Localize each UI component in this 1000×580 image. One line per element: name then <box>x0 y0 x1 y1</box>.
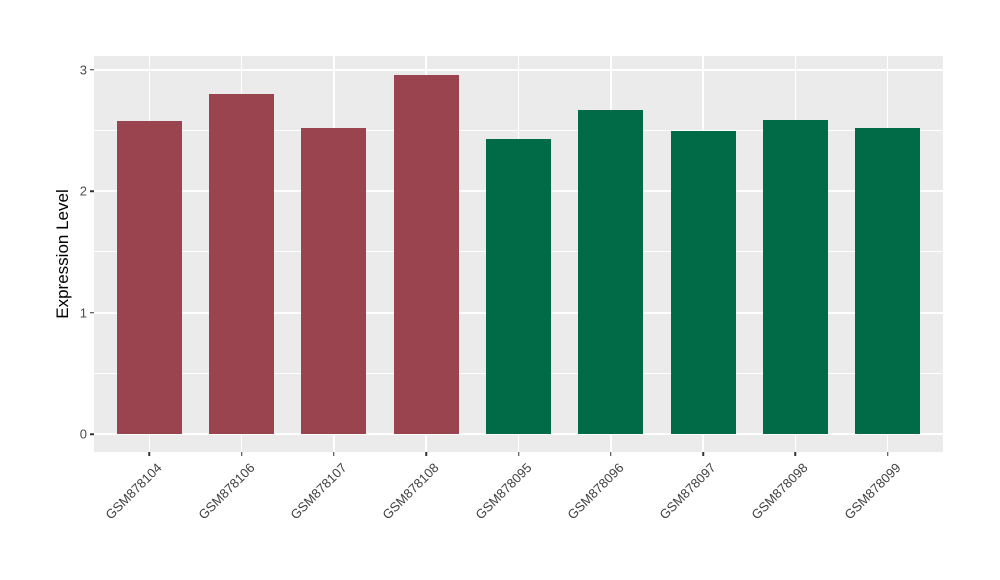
bar-GSM878095 <box>486 138 551 434</box>
x-tick-mark-GSM878095 <box>517 452 520 456</box>
y-axis-title: Expression Level <box>53 189 72 319</box>
y-tick-label-2: 2 <box>79 183 87 199</box>
x-tick-mark-GSM878108 <box>425 452 427 456</box>
x-tick-label-GSM878095: GSM878095 <box>471 460 535 523</box>
x-tick-mark-GSM878098 <box>794 452 797 456</box>
bar-GSM878107 <box>301 128 367 434</box>
y-tick-mark-1 <box>90 311 94 314</box>
bar-GSM878108 <box>393 74 459 434</box>
x-tick-label-GSM878104: GSM878104 <box>102 460 165 523</box>
bar-GSM878097 <box>670 130 736 434</box>
x-tick-mark-GSM878096 <box>610 452 612 456</box>
y-tick-label-0: 0 <box>79 426 87 442</box>
x-tick-label-GSM878098: GSM878098 <box>748 460 811 523</box>
bar-GSM878099 <box>855 128 921 434</box>
x-tick-mark-GSM878097 <box>702 452 704 456</box>
bar-GSM878106 <box>209 94 275 434</box>
x-tick-label-GSM878108: GSM878108 <box>379 460 442 523</box>
x-tick-mark-GSM878107 <box>333 452 335 456</box>
y-tick-label-1: 1 <box>79 305 87 321</box>
x-tick-label-GSM878106: GSM878106 <box>195 460 258 523</box>
bar-GSM878098 <box>762 119 828 434</box>
y-tick-mark-3 <box>90 69 94 71</box>
y-tick-mark-2 <box>90 190 94 192</box>
x-tick-label-GSM878099: GSM878099 <box>841 460 904 523</box>
bar-GSM878096 <box>578 109 644 434</box>
x-tick-mark-GSM878106 <box>240 452 243 456</box>
x-tick-mark-GSM878099 <box>886 452 889 456</box>
plot-panel <box>94 56 943 452</box>
x-tick-label-GSM878107: GSM878107 <box>287 460 350 523</box>
x-tick-label-GSM878097: GSM878097 <box>656 460 719 523</box>
bar-GSM878104 <box>116 120 182 434</box>
x-tick-mark-GSM878104 <box>148 452 151 456</box>
y-tick-label-3: 3 <box>79 62 87 78</box>
y-tick-mark-0 <box>90 433 94 435</box>
x-tick-label-GSM878096: GSM878096 <box>564 460 627 523</box>
